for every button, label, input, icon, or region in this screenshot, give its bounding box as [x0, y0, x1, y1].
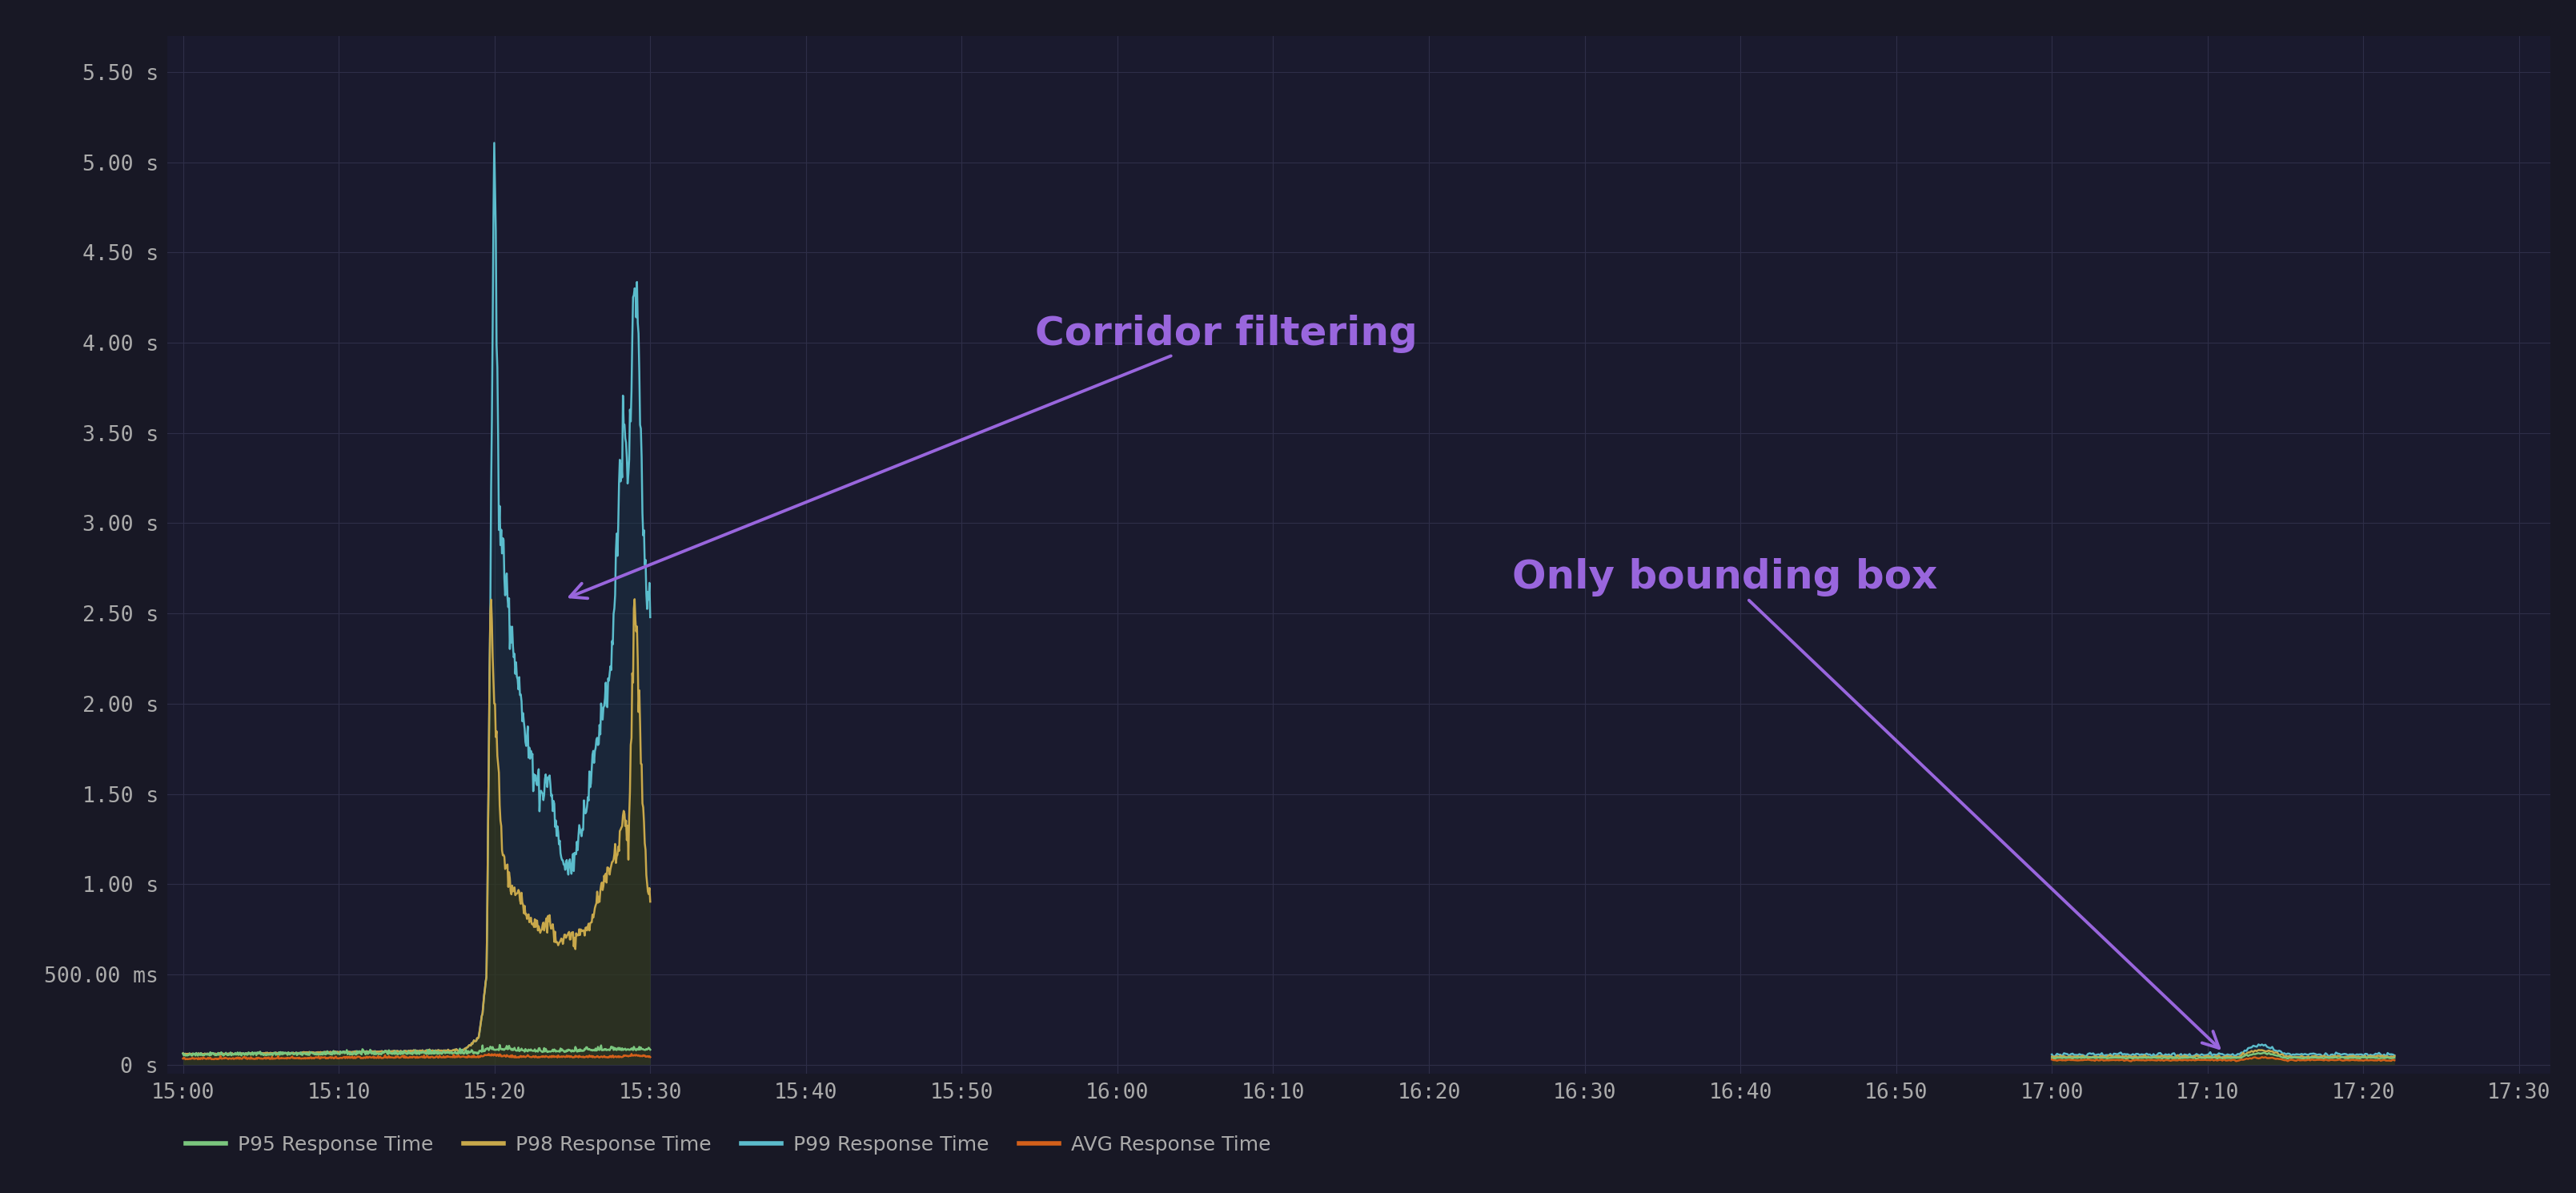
Legend: P95 Response Time, P98 Response Time, P99 Response Time, AVG Response Time: P95 Response Time, P98 Response Time, P9…: [178, 1127, 1278, 1162]
Text: Corridor filtering: Corridor filtering: [569, 315, 1417, 599]
Text: Only bounding box: Only bounding box: [1512, 558, 2218, 1049]
